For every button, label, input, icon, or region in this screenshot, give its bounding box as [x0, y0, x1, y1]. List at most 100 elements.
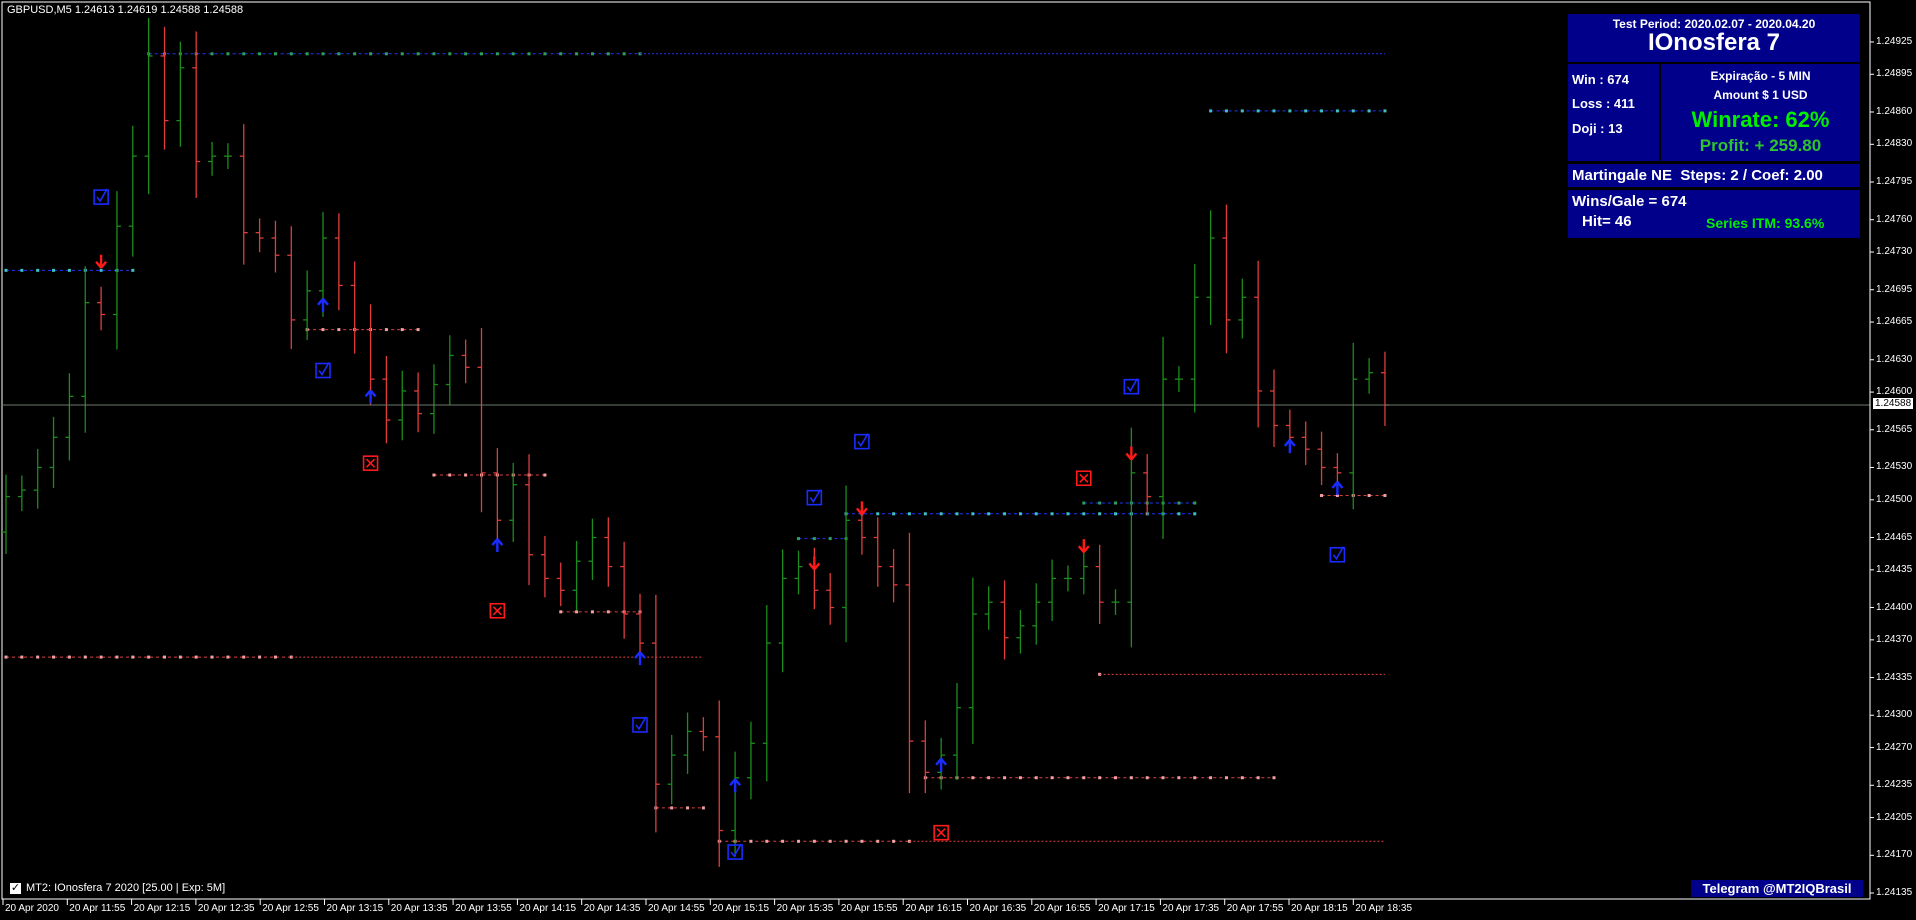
level-dot: [337, 52, 341, 56]
price-tick-label: 1.24830: [1876, 138, 1913, 150]
level-dot: [892, 512, 896, 516]
time-tick-label: 20 Apr 18:35: [1355, 903, 1413, 914]
level-dot: [781, 839, 785, 843]
price-bar: [1349, 342, 1358, 510]
level-dot: [1003, 512, 1007, 516]
level-dot: [1193, 501, 1197, 505]
level-dot: [686, 806, 690, 810]
price-bar: [414, 372, 423, 433]
price-bar: [1333, 453, 1342, 488]
level-dot: [20, 655, 24, 659]
price-bar: [1016, 609, 1025, 654]
time-tick-label: 20 Apr 18:15: [1291, 903, 1348, 914]
price-bar: [620, 541, 629, 639]
price-tick-label: 1.24135: [1876, 887, 1913, 898]
time-tick-label: 20 Apr 14:55: [648, 903, 705, 914]
win-check-icon: [806, 489, 823, 506]
level-dot: [52, 655, 56, 659]
price-bar: [731, 751, 740, 857]
level-dot: [670, 806, 674, 810]
level-dot: [400, 52, 404, 56]
level-dot: [876, 839, 880, 843]
level-dot: [1161, 776, 1165, 780]
price-bar: [1174, 366, 1183, 393]
level-dot: [1034, 512, 1038, 516]
win-count: Win : 674: [1572, 72, 1629, 87]
sell-arrow-icon: [808, 556, 821, 571]
panel-stats-box: Win : 674 Loss : 411 Doji : 13: [1568, 64, 1659, 161]
level-dot: [1335, 109, 1339, 113]
price-bar: [445, 335, 454, 405]
price-bar: [128, 125, 137, 257]
level-dot: [1098, 501, 1102, 505]
time-tick-label: 20 Apr 13:15: [326, 903, 384, 914]
price-bar: [1190, 263, 1199, 413]
price-bar: [1301, 421, 1310, 466]
level-dot: [384, 328, 388, 332]
price-tick-label: 1.24435: [1876, 563, 1913, 575]
level-dot: [1050, 776, 1054, 780]
level-dot: [1177, 512, 1181, 516]
level-dot: [321, 52, 325, 56]
series-itm: Series ITM: 93.6%: [1706, 215, 1825, 231]
time-tick-label: 20 Apr 12:35: [197, 903, 255, 914]
price-bar: [271, 220, 280, 273]
level-dot: [432, 52, 436, 56]
level-dot: [1209, 776, 1213, 780]
price-bar: [1380, 351, 1389, 427]
win-check-icon: [854, 433, 870, 450]
win-check-mark: [730, 843, 742, 858]
indicator-label[interactable]: ✓ MT2: IOnosfera 7 2020 [25.00 | Exp: 5M…: [10, 882, 225, 894]
level-dot: [1098, 776, 1102, 780]
level-dot: [1256, 109, 1260, 113]
loss-x-icon: [933, 824, 949, 841]
price-bar: [1254, 260, 1263, 428]
price-bar: [382, 355, 391, 444]
wins-gale: Wins/Gale = 674: [1572, 193, 1687, 210]
level-dot: [1114, 512, 1117, 516]
price-bar: [160, 26, 169, 150]
test-period: Test Period: 2020.02.07 - 2020.04.20: [1612, 17, 1816, 31]
price-bar: [509, 462, 518, 543]
price-bar: [255, 218, 264, 253]
level-dot: [1050, 512, 1054, 516]
price-bars: [2, 17, 1389, 867]
price-bar: [49, 416, 58, 488]
level-dot: [226, 655, 230, 659]
level-dot: [432, 473, 436, 477]
level-dot: [987, 776, 991, 780]
price-tick-label: 1.24400: [1876, 601, 1913, 613]
price-bar: [1206, 210, 1215, 326]
price-bar: [953, 682, 961, 780]
level-dot: [83, 655, 87, 659]
level-dot: [400, 328, 404, 332]
level-dot: [1129, 776, 1133, 780]
time-tick-label: 20 Apr 16:35: [969, 903, 1027, 914]
level-dot: [971, 776, 975, 780]
winrate: Winrate: 62%: [1691, 107, 1830, 132]
level-dot: [622, 52, 626, 56]
level-dot: [1240, 776, 1244, 780]
win-check-icon: [727, 844, 743, 860]
axes: [2, 2, 1874, 905]
level-dot: [416, 328, 420, 332]
price-tick-label: 1.24795: [1876, 176, 1913, 187]
price-bar: [1095, 544, 1104, 624]
price-tick-label: 1.24300: [1876, 709, 1913, 721]
panel-result-box: Expiração - 5 MIN Amount $ 1 USD Winrate…: [1661, 64, 1860, 161]
win-check-icon: [1123, 378, 1140, 395]
amount: Amount $ 1 USD: [1713, 88, 1808, 102]
buy-arrow-icon: [491, 538, 504, 553]
profit: Profit: + 259.80: [1699, 136, 1822, 155]
win-check-mark: [1126, 378, 1139, 393]
checkbox-icon[interactable]: ✓: [10, 881, 21, 894]
price-tick-label: 1.24730: [1876, 246, 1913, 258]
level-dot: [305, 52, 309, 56]
sell-arrow-icon: [1077, 539, 1090, 553]
sell-arrow-icon: [1125, 446, 1138, 461]
level-dot: [258, 52, 262, 56]
level-dot: [860, 839, 864, 843]
price-bar: [778, 549, 787, 673]
time-tick-label: 20 Apr 16:55: [1033, 903, 1091, 914]
